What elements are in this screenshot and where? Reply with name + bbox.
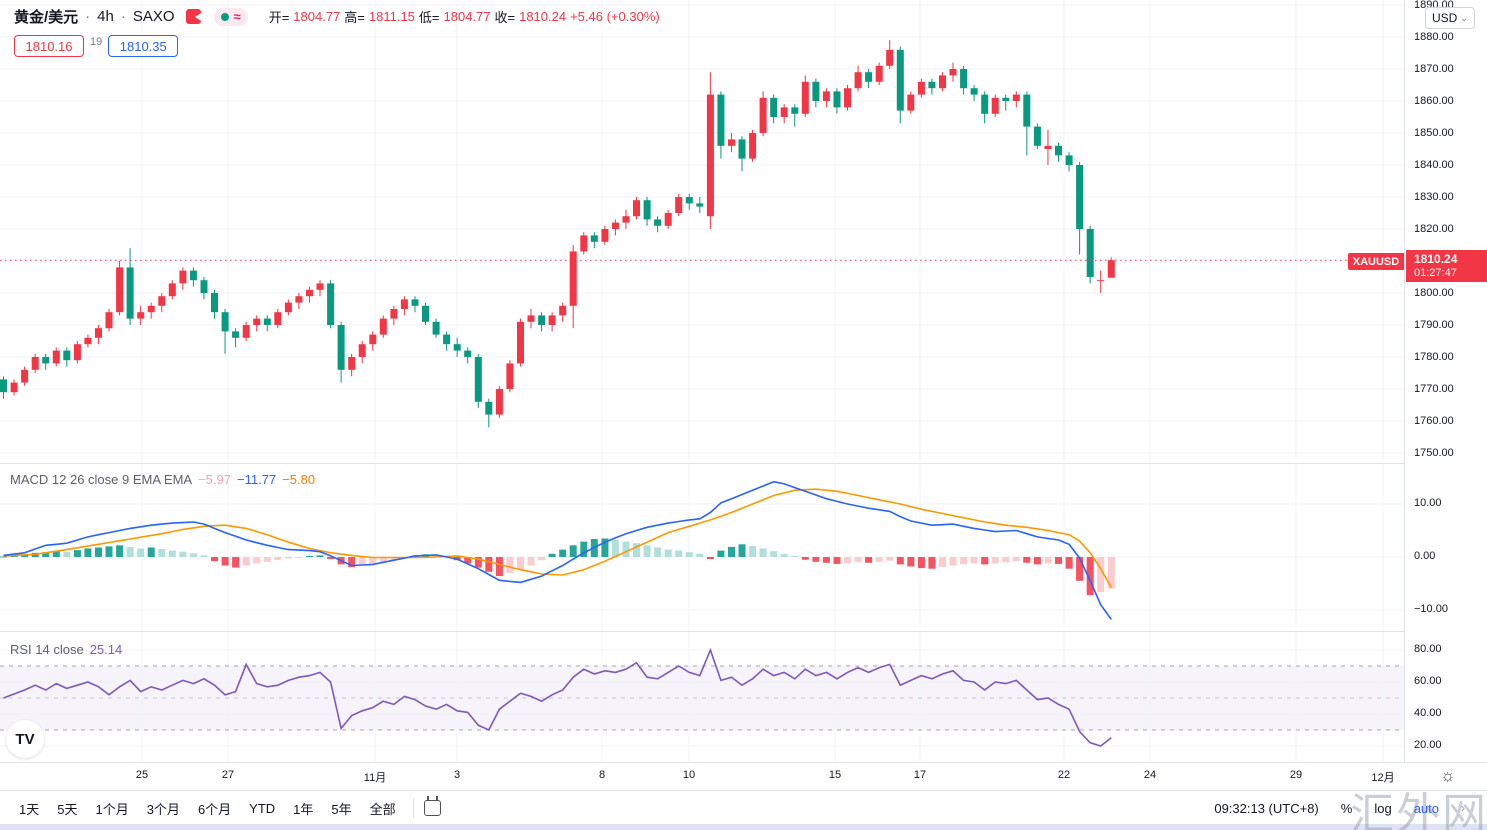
symbol-name[interactable]: 黄金/美元 [14,9,79,26]
separator: · [85,8,91,25]
axis-label: 40.00 [1414,707,1442,719]
range-button-5年[interactable]: 5年 [331,801,352,817]
time-axis-label: 24 [1143,769,1157,781]
range-button-全部[interactable]: 全部 [369,801,396,817]
high-label: 高= [344,10,365,25]
axis-label: 10.00 [1414,497,1442,509]
open-value: 1804.77 [293,9,341,24]
price-pane-canvas[interactable] [0,0,1404,462]
data-connected-icon [220,12,229,21]
time-axis-label: 22 [1057,769,1071,781]
currency-dropdown[interactable]: USD ⌄ [1425,7,1475,29]
range-buttons: 1天 5天 1个月 3个月 6个月 YTD 1年 5年 全部 [10,795,405,822]
go-to-date-icon[interactable] [423,796,441,816]
macd-label-text: MACD 12 26 close 9 EMA EMA [10,472,193,487]
axis-label: 1850.00 [1414,127,1454,139]
open-label: 开= [268,10,290,25]
macd-indicator-label[interactable]: MACD 12 26 close 9 EMA EMA −5.97 −11.77 … [10,472,315,487]
chevron-right-icon[interactable]: › [1461,801,1465,815]
time-axis-label: 29 [1289,769,1303,781]
chevron-down-icon: ⌄ [1460,12,1468,23]
chart-panes: 黄金/美元 · 4h · SAXO ≈ 开= 1804.77 高= 1811.15 … [0,0,1404,762]
separator: · [120,8,126,25]
rsi-indicator-label[interactable]: RSI 14 close 25.14 [10,642,122,657]
time-axis-label: 10 [682,769,696,781]
range-button-3个月[interactable]: 3个月 [146,801,180,817]
low-label: 低= [418,10,440,25]
currency-value: USD [1432,11,1458,25]
time-axis-label: 15 [828,769,842,781]
bar-countdown: 01:27:47 [1414,266,1457,279]
range-button-1个月[interactable]: 1个月 [95,801,129,817]
symbol-header: 黄金/美元 · 4h · SAXO ≈ 开= 1804.77 高= 1811.15 … [14,6,660,57]
axis-label: 20.00 [1414,739,1442,751]
axis-label: 60.00 [1414,675,1442,687]
axis-label: 1790.00 [1414,319,1454,331]
spread-value: 19 [90,36,103,48]
toolbar-divider [412,798,414,818]
price-axis[interactable]: USD ⌄ 1810.24 01:27:47 1890.00 1880.00 187… [1404,0,1487,762]
market-status-icon[interactable] [185,9,201,24]
macd-pane-canvas[interactable] [0,463,1404,631]
axis-label: 1890.00 [1414,0,1454,11]
axis-label: 1770.00 [1414,383,1454,395]
rsi-value: 25.14 [89,642,123,657]
auto-scale-button[interactable]: auto [1413,800,1439,816]
time-axis[interactable]: ☼ 25 27 11月 3 8 10 15 17 22 24 29 12月 [0,762,1487,791]
range-button-5天[interactable]: 5天 [57,801,78,817]
time-axis-label: 17 [913,769,927,781]
axis-label: −10.00 [1414,603,1448,615]
last-price-value: 1810.24 [1414,251,1458,266]
time-axis-label: 3 [453,769,461,781]
ohlc-readout: 开= 1804.77 高= 1811.15 低= 1804.77 收= 1810.24 … [269,7,660,26]
time-axis-label: 12月 [1371,772,1395,784]
axis-label: 1820.00 [1414,223,1454,235]
axis-label: 1750.00 [1414,447,1454,459]
ask-price-button[interactable]: 1810.35 [108,35,179,57]
axis-label: 1800.00 [1414,287,1454,299]
axis-label: 1760.00 [1414,415,1454,427]
axis-label: 0.00 [1414,550,1436,562]
rsi-pane-canvas[interactable] [0,631,1404,762]
bottom-edge-strip [0,824,1487,830]
exchange-label[interactable]: SAXO [132,8,175,25]
close-value: 1810.24 [519,9,567,24]
symbol-price-flag: XAUUSD [1348,253,1404,270]
time-axis-label: 27 [221,769,235,781]
range-button-1天[interactable]: 1天 [19,801,40,817]
high-value: 1811.15 [368,9,415,24]
axis-label: 1840.00 [1414,159,1454,171]
macd-line-value: −11.77 [236,472,277,487]
axis-label: 1870.00 [1414,63,1454,75]
change-value: +5.46 (+0.30%) [570,9,660,24]
percent-scale-button[interactable]: % [1340,800,1353,816]
tradingview-logo[interactable]: TV [6,720,44,758]
log-scale-button[interactable]: log [1374,800,1392,816]
range-button-1年[interactable]: 1年 [293,801,314,817]
low-value: 1804.77 [443,9,491,24]
connection-status-pill[interactable]: ≈ [213,7,248,26]
clock-readout[interactable]: 09:32:13 (UTC+8) [1214,800,1319,816]
close-label: 收= [494,10,516,25]
axis-label: 1780.00 [1414,351,1454,363]
bottom-toolbar: 1天 5天 1个月 3个月 6个月 YTD 1年 5年 全部 09:32:13 (UTC+8) … [0,790,1487,825]
time-axis-label: 11月 [363,772,387,784]
axis-label: 1830.00 [1414,191,1454,203]
rsi-label-text: RSI 14 close [10,642,84,657]
macd-signal-value: −5.80 [282,472,316,487]
range-button-YTD[interactable]: YTD [249,800,276,816]
axis-label: 80.00 [1414,643,1442,655]
interval-label[interactable]: 4h [97,8,114,25]
bid-price-button[interactable]: 1810.16 [14,35,84,57]
delayed-data-icon: ≈ [233,9,241,24]
gear-icon[interactable]: ☼ [1440,766,1456,785]
range-button-6个月[interactable]: 6个月 [197,801,232,817]
time-axis-label: 8 [598,769,606,781]
macd-hist-value: −5.97 [198,472,231,487]
axis-label: 1880.00 [1414,31,1454,43]
last-price-tag: 1810.24 01:27:47 [1406,250,1487,282]
axis-label: 1860.00 [1414,95,1454,107]
time-axis-label: 25 [135,769,149,781]
